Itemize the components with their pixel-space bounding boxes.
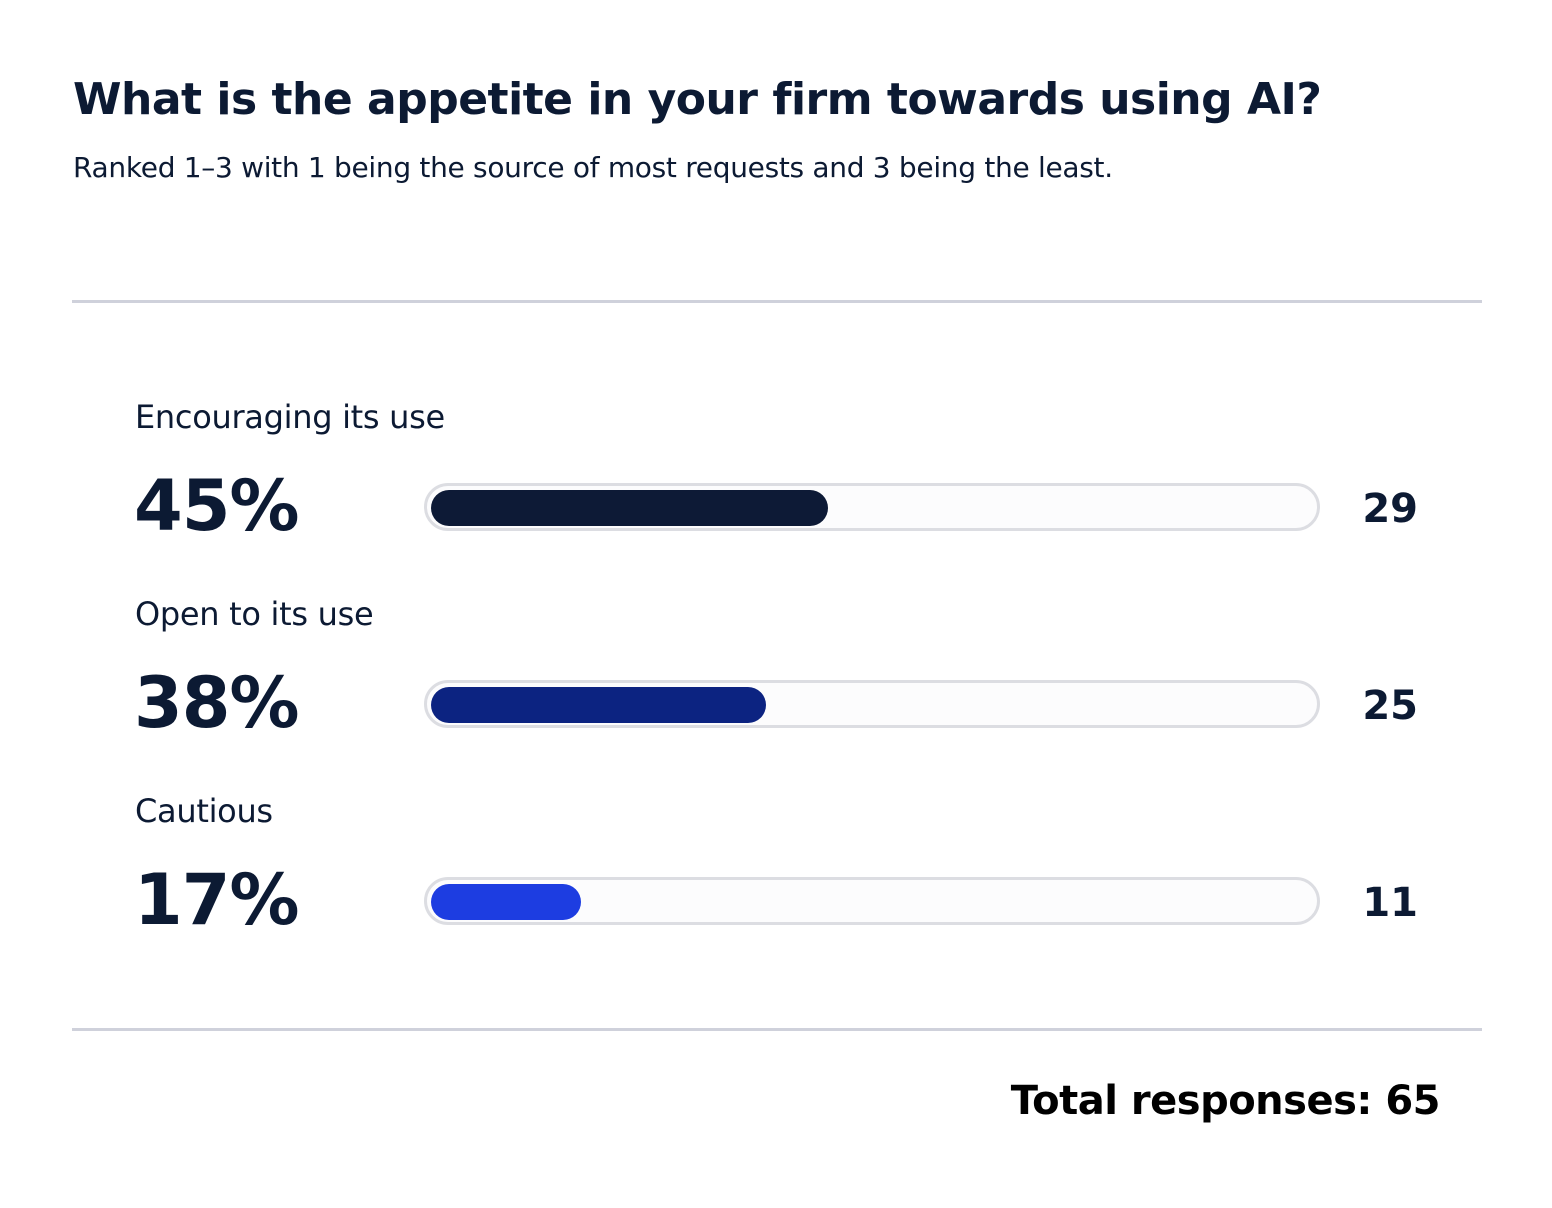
category-label: Open to its use: [135, 595, 374, 633]
count-label: 11: [1362, 880, 1418, 926]
bar-track: [424, 680, 1320, 728]
chart-subtitle: Ranked 1–3 with 1 being the source of mo…: [73, 151, 1113, 184]
bar-fill: [431, 687, 767, 723]
count-label: 29: [1362, 486, 1418, 532]
bar-row-cautious: Cautious 17% 11: [0, 792, 1552, 952]
bottom-divider: [72, 1028, 1482, 1031]
bar-track: [424, 483, 1320, 531]
bar-fill: [431, 490, 828, 526]
percent-label: 38%: [134, 662, 300, 744]
total-responses: Total responses: 65: [1010, 1078, 1441, 1124]
percent-label: 17%: [134, 859, 300, 941]
top-divider: [72, 300, 1482, 303]
category-label: Cautious: [135, 792, 273, 830]
bar-fill: [431, 884, 581, 920]
bar-track: [424, 877, 1320, 925]
count-label: 25: [1362, 683, 1418, 729]
chart-title: What is the appetite in your firm toward…: [73, 74, 1322, 125]
bar-row-encouraging: Encouraging its use 45% 29: [0, 398, 1552, 558]
percent-label: 45%: [134, 465, 300, 547]
bar-row-open: Open to its use 38% 25: [0, 595, 1552, 755]
category-label: Encouraging its use: [135, 398, 445, 436]
